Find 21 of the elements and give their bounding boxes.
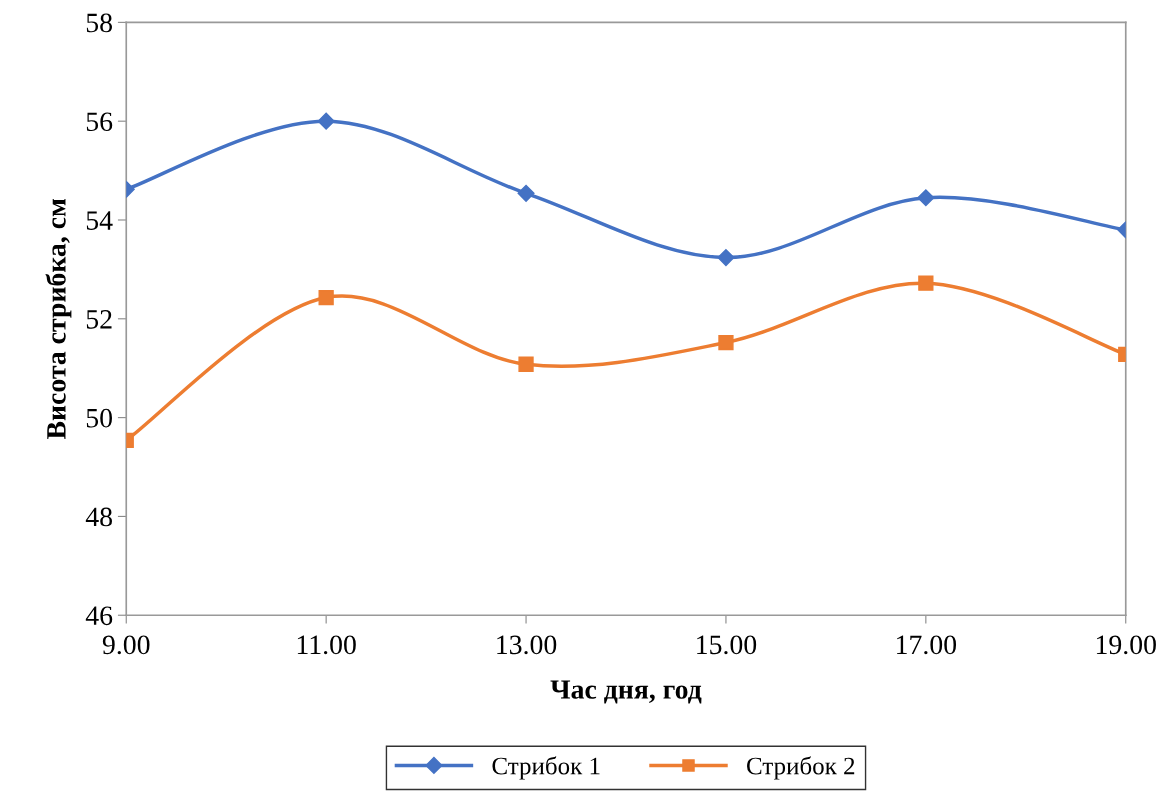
x-tick-label: 19.00	[1096, 635, 1156, 655]
x-tick-label: 17.00	[897, 635, 957, 655]
legend-label: Стрибок 1	[492, 756, 600, 780]
point	[718, 334, 734, 351]
y-axis-title: Висота стрибка, см	[45, 198, 72, 440]
point	[717, 248, 735, 267]
legend-label: Стрибок 2	[747, 756, 855, 780]
x-tick-label: 13.00	[497, 635, 557, 655]
y-tick-label: 56	[86, 112, 113, 132]
point	[518, 356, 534, 372]
x-tick-label: 15.00	[697, 635, 757, 655]
x-axis-title: Час дня, год	[550, 680, 702, 704]
y-tick-label: 58	[86, 13, 112, 33]
x-tick-label: 9.00	[102, 635, 150, 655]
y-tick-label: 50	[86, 408, 112, 428]
y-tick-label: 54	[86, 211, 113, 230]
y-tick-label: 48	[85, 507, 112, 527]
x-tick-label: 11.00	[297, 635, 356, 655]
y-tick-label: 52	[86, 310, 112, 329]
y-tick-label: 46	[85, 606, 113, 626]
point	[517, 184, 535, 202]
